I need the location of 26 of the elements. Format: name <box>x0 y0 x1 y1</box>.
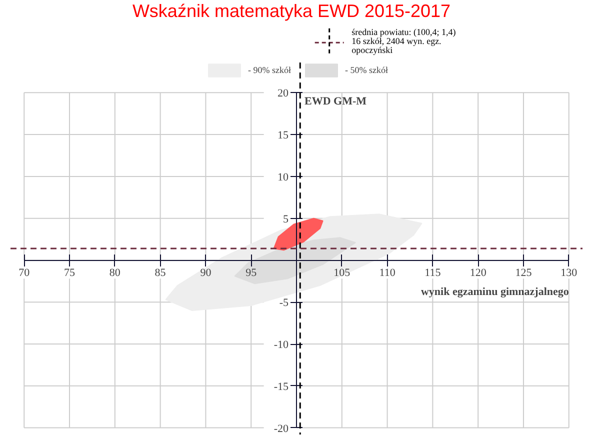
x-tick-label: 105 <box>334 267 351 280</box>
y-tick-label: -15 <box>274 380 289 393</box>
legend-label: średnia powiatu: (100,4; 1,4) 16 szkół, 2404 wyn. egz. opoczyński <box>352 26 456 55</box>
x-tick-label: 90 <box>200 267 212 280</box>
x-tick-label: 95 <box>246 267 258 280</box>
legend-label: - 50% szkół <box>345 65 388 75</box>
x-tick-label: 80 <box>109 267 121 280</box>
x-tick-label: 120 <box>470 267 487 280</box>
y-tick-label: -20 <box>274 422 289 435</box>
y-tick-label: 10 <box>278 171 289 184</box>
x-axis-title: wynik egzaminu gimnazjalnego <box>420 286 570 298</box>
y-tick-label: 5 <box>283 213 289 226</box>
legend-label: - 90% szkół <box>248 65 291 75</box>
x-tick-label: 85 <box>154 267 166 280</box>
x-tick-label: 125 <box>515 267 532 280</box>
y-tick-label: 15 <box>278 130 289 142</box>
x-tick-label: 70 <box>18 267 30 280</box>
y-tick-label: -5 <box>279 297 289 310</box>
x-tick-label: 110 <box>379 267 396 280</box>
x-tick-label: 115 <box>424 267 442 280</box>
y-tick-label: 20 <box>278 88 289 100</box>
chart-title: Wskaźnik matematyka EWD 2015-2017 <box>132 1 451 22</box>
x-tick-label: 75 <box>64 267 76 280</box>
y-tick-label: -10 <box>274 339 289 352</box>
y-axis-title: EWD GM-M <box>304 96 368 108</box>
x-tick-label: 130 <box>560 267 578 280</box>
